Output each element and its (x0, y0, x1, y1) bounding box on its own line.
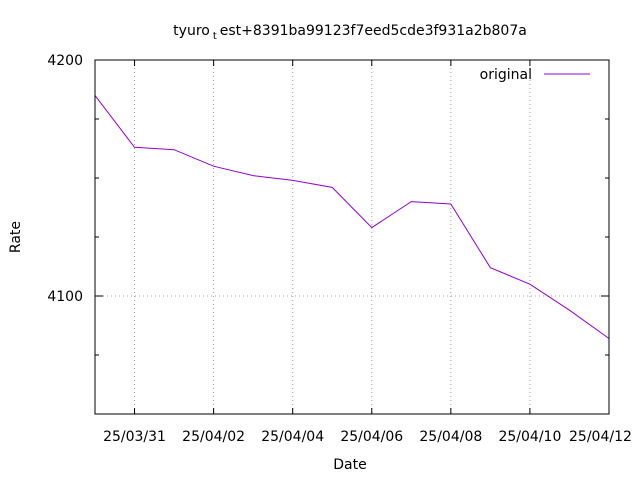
x-tick-label: 25/04/12 (569, 429, 632, 445)
x-tick-label: 25/04/08 (419, 429, 482, 445)
x-tick-labels: 25/03/31 25/04/02 25/04/04 25/04/06 25/04/08… (103, 429, 632, 445)
series-group (94, 95, 610, 339)
title-subscript: t (213, 31, 217, 42)
legend-label: original (480, 67, 532, 83)
y-tick-labels: 4100 4200 (47, 53, 83, 305)
x-axis-label: Date (333, 457, 366, 473)
grid-lines (95, 60, 609, 414)
title-rest: est+8391ba99123f7eed5cde3f931a2b807a (220, 23, 527, 39)
y-tick-label: 4200 (47, 53, 83, 69)
chart-title: tyuro t est+8391ba99123f7eed5cde3f931a2b80… (173, 23, 527, 42)
tick-marks (95, 59, 610, 414)
x-tick-label: 25/04/02 (182, 429, 245, 445)
x-tick-label: 25/04/10 (498, 429, 561, 445)
plot-border (94, 59, 610, 415)
x-tick-label: 25/04/04 (261, 429, 324, 445)
title-main: tyuro (173, 23, 210, 39)
y-tick-label: 4100 (47, 289, 83, 305)
series-line-original (94, 95, 610, 339)
legend: original (480, 67, 590, 83)
x-tick-label: 25/03/31 (103, 429, 166, 445)
y-axis-label: Rate (8, 221, 24, 253)
x-tick-label: 25/04/06 (340, 429, 403, 445)
